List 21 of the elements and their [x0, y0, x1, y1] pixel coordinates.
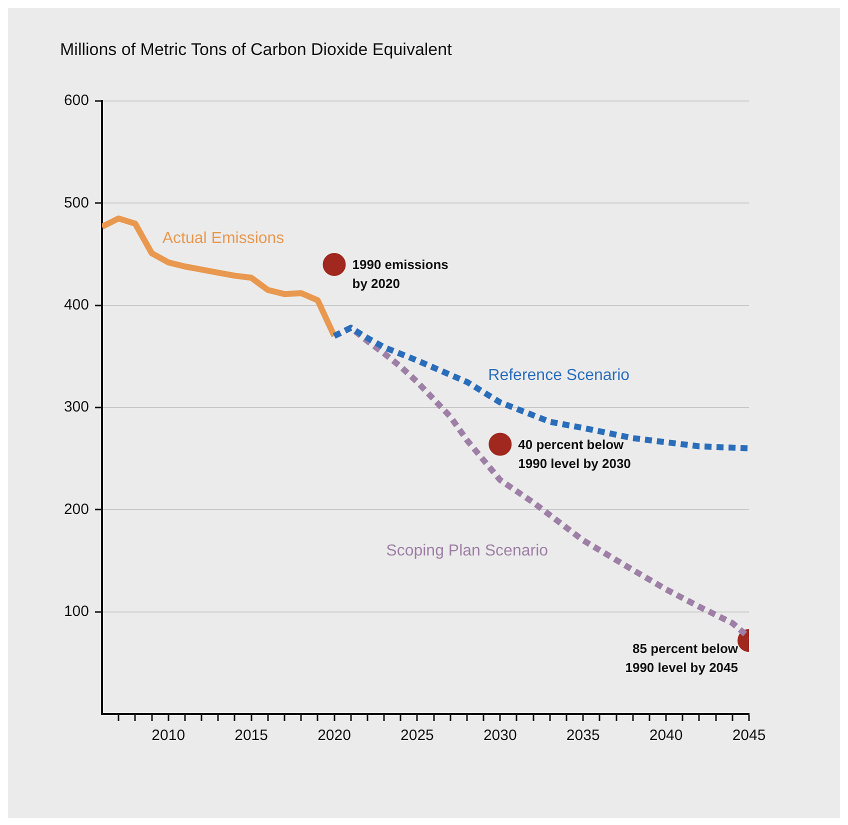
series-label: Scoping Plan Scenario	[386, 542, 548, 560]
x-tick-label: 2025	[400, 727, 434, 744]
series-label: Reference Scenario	[488, 366, 630, 384]
x-tick-label: 2030	[483, 727, 517, 744]
y-tick-label: 100	[64, 602, 89, 620]
x-tick-label: 2015	[234, 727, 268, 744]
y-tick-label: 600	[64, 92, 89, 110]
series-label: Actual Emissions	[162, 230, 284, 247]
annotation: 1990 emissions by 2020	[352, 257, 448, 292]
chart-title: Millions of Metric Tons of Carbon Dioxide Equivalent	[60, 40, 452, 60]
y-tick-label: 200	[64, 500, 89, 518]
x-tick-label: 2010	[152, 727, 186, 744]
annotation: 40 percent below 1990 level by 2030	[518, 436, 631, 471]
y-tick-label: 400	[64, 296, 89, 314]
x-tick-label: 2020	[318, 727, 351, 744]
x-tick-label: 2040	[649, 727, 683, 744]
y-tick-label: 500	[64, 194, 89, 212]
annotation: 85 percent below 1990 level by 2045	[625, 641, 739, 676]
y-tick-label: 300	[64, 398, 89, 416]
x-tick-label: 2045	[732, 727, 766, 744]
x-tick-label: 2035	[566, 727, 600, 744]
